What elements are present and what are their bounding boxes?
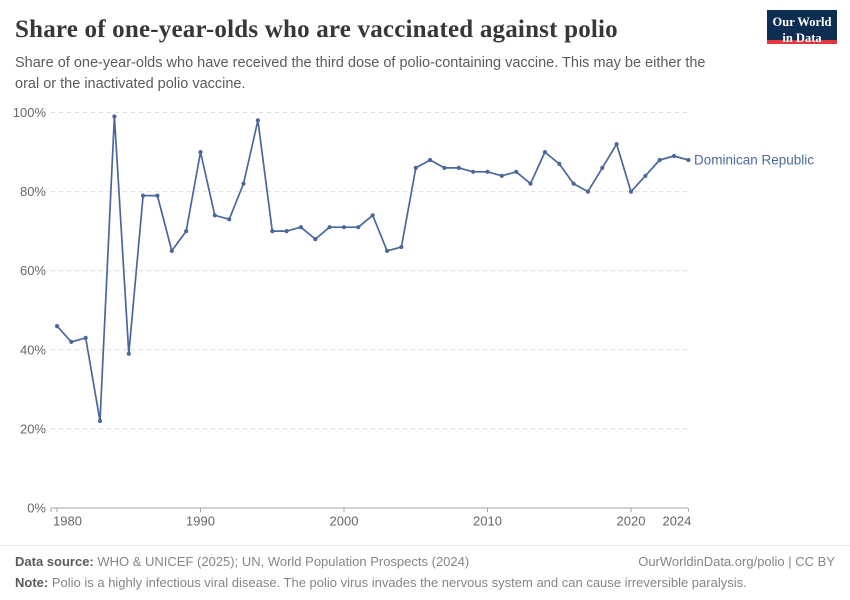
data-point[interactable]: [184, 229, 189, 234]
data-point[interactable]: [241, 181, 246, 186]
note-line: Note: Polio is a highly infectious viral…: [15, 575, 835, 590]
data-point[interactable]: [456, 165, 461, 170]
y-axis-tick-label: 0%: [27, 501, 46, 516]
owid-logo[interactable]: Our World in Data: [767, 10, 837, 46]
data-point[interactable]: [198, 150, 203, 155]
data-point[interactable]: [284, 229, 289, 234]
data-point[interactable]: [112, 114, 117, 119]
x-axis-tick-label: 2020: [617, 514, 646, 529]
y-axis-tick-label: 40%: [20, 342, 46, 357]
data-point[interactable]: [212, 213, 217, 218]
data-point[interactable]: [600, 165, 605, 170]
data-point[interactable]: [54, 324, 60, 329]
y-axis-tick-label: 80%: [20, 184, 46, 199]
data-point[interactable]: [471, 169, 476, 174]
x-axis-tick-label: 2024: [662, 514, 691, 529]
data-point[interactable]: [557, 161, 562, 166]
chart-subtitle: Share of one-year-olds who have received…: [15, 55, 706, 93]
data-point[interactable]: [614, 142, 619, 147]
chart-title: Share of one-year-olds who are vaccinate…: [15, 16, 618, 43]
data-point[interactable]: [341, 225, 347, 230]
data-point[interactable]: [628, 189, 634, 194]
data-point[interactable]: [370, 213, 375, 218]
x-axis-tick-label: 2010: [473, 514, 502, 529]
data-point[interactable]: [442, 165, 447, 170]
x-axis-tick-label: 1980: [53, 514, 82, 529]
data-point[interactable]: [514, 169, 519, 174]
data-point[interactable]: [643, 173, 648, 178]
data-source-text: WHO & UNICEF (2025); UN, World Populatio…: [93, 554, 470, 569]
data-point[interactable]: [298, 225, 303, 230]
data-line[interactable]: [56, 115, 690, 422]
data-point[interactable]: [542, 150, 548, 155]
y-axis-tick-label: 20%: [20, 421, 46, 436]
data-point[interactable]: [255, 118, 260, 123]
note-label: Note:: [15, 575, 49, 590]
data-point[interactable]: [227, 217, 232, 222]
chart-area: 0% 20% 40% 60% 80% 100% 1980 1990 2000 2010 2020 20…: [0, 98, 850, 538]
data-point[interactable]: [499, 173, 504, 178]
entity-label[interactable]: Dominican Republic: [694, 152, 814, 167]
data-source-label: Data source:: [15, 554, 94, 569]
data-point[interactable]: [485, 169, 490, 174]
note-text: Polio is a highly infectious viral disea…: [48, 575, 747, 590]
data-point[interactable]: [571, 181, 576, 186]
x-axis-tick-label: 2000: [330, 514, 359, 529]
data-point[interactable]: [657, 157, 662, 163]
owid-logo-line1: Our World: [772, 15, 832, 29]
data-source-line: Data source: WHO & UNICEF (2025); UN, Wo…: [15, 554, 469, 569]
data-point[interactable]: [585, 189, 591, 194]
data-point[interactable]: [155, 193, 160, 198]
data-point[interactable]: [671, 153, 677, 159]
data-point[interactable]: [528, 181, 533, 186]
data-point[interactable]: [83, 335, 88, 340]
data-point[interactable]: [141, 193, 146, 198]
y-axis-tick-label: 100%: [13, 105, 47, 120]
data-point[interactable]: [428, 157, 433, 163]
data-point[interactable]: [270, 229, 275, 234]
chart-footer: Data source: WHO & UNICEF (2025); UN, Wo…: [0, 545, 850, 600]
data-point[interactable]: [413, 165, 418, 170]
data-point[interactable]: [356, 225, 361, 230]
credit-link[interactable]: OurWorldinData.org/polio | CC BY: [638, 554, 835, 569]
data-point[interactable]: [126, 351, 131, 356]
data-point[interactable]: [385, 248, 390, 253]
data-point[interactable]: [399, 244, 404, 250]
owid-logo-line2: in Data: [782, 31, 822, 46]
data-point[interactable]: [97, 418, 103, 424]
data-point[interactable]: [327, 225, 332, 230]
data-point[interactable]: [686, 157, 691, 163]
line-chart[interactable]: 0% 20% 40% 60% 80% 100% 1980 1990 2000 2010 2020 20…: [0, 98, 850, 538]
data-point[interactable]: [169, 248, 174, 253]
data-point[interactable]: [313, 237, 318, 242]
x-axis-tick-label: 1990: [186, 514, 215, 529]
data-point[interactable]: [69, 339, 74, 344]
y-axis-tick-label: 60%: [20, 263, 46, 278]
chart-header: Share of one-year-olds who are vaccinate…: [15, 16, 755, 95]
